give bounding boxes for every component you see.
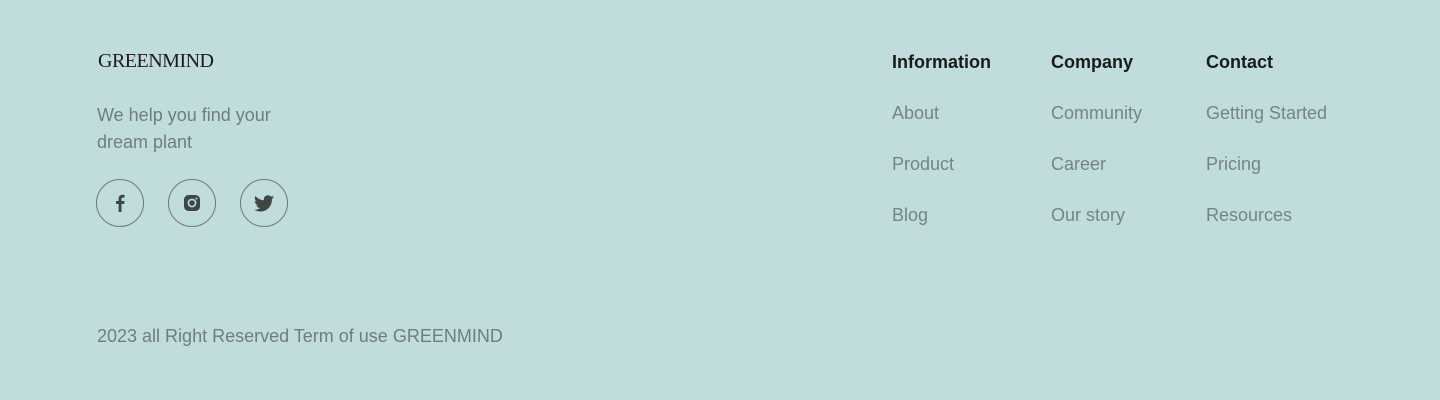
footer-link-pricing[interactable]: Pricing [1206, 154, 1262, 174]
twitter-icon [254, 194, 274, 212]
facebook-link[interactable] [96, 179, 144, 227]
instagram-icon [183, 194, 201, 212]
facebook-icon [115, 194, 125, 212]
footer-link-career[interactable]: Career [1051, 154, 1107, 174]
brand-tagline: We help you find your dream plant [97, 105, 271, 152]
column-heading: Contact [1206, 52, 1273, 72]
nav-column-company: Company Community Career Our story [1051, 50, 1142, 227]
column-heading: Company [1051, 52, 1134, 72]
instagram-link[interactable] [168, 179, 216, 227]
social-links [96, 179, 288, 227]
footer-link-about[interactable]: About [892, 103, 940, 123]
footer-link-product[interactable]: Product [892, 154, 955, 174]
footer-link-getting-started[interactable]: Getting Started [1206, 103, 1328, 123]
footer-link-our-story[interactable]: Our story [1051, 205, 1126, 225]
footer-link-community[interactable]: Community [1051, 103, 1143, 123]
column-heading: Information [892, 52, 991, 72]
nav-column-information: Information About Product Blog [892, 50, 991, 227]
copyright-text: 2023 all Right Reserved Term of use GREE… [97, 326, 503, 346]
brand-logo[interactable]: GREENMIND [98, 50, 214, 72]
twitter-link[interactable] [240, 179, 288, 227]
footer-link-resources[interactable]: Resources [1206, 205, 1293, 225]
footer-link-blog[interactable]: Blog [892, 205, 929, 225]
nav-column-contact: Contact Getting Started Pricing Resource… [1206, 50, 1327, 227]
